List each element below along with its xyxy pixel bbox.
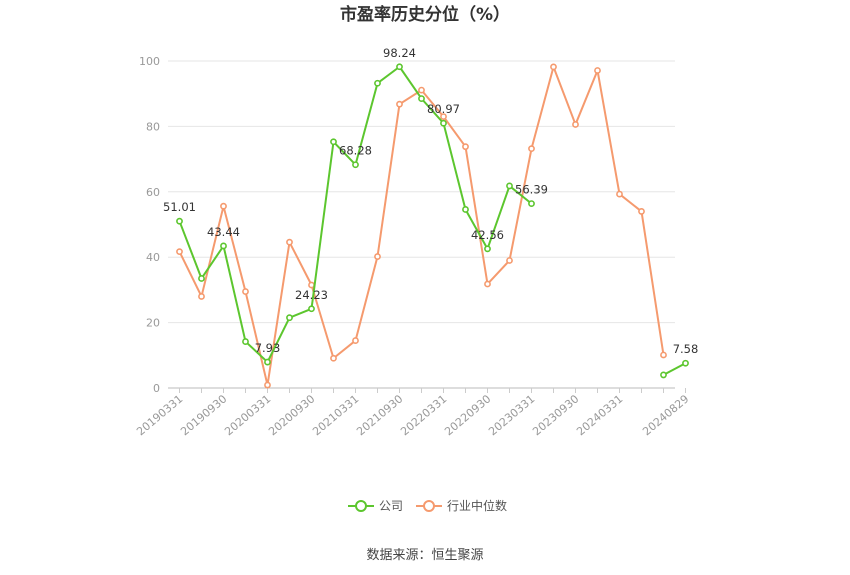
data-point[interactable] xyxy=(286,314,293,322)
data-point[interactable] xyxy=(638,208,645,215)
data-point[interactable] xyxy=(374,79,381,87)
x-axis: 2019033120190930202003312020093020210331… xyxy=(134,387,691,438)
y-tick-label: 40 xyxy=(146,251,160,264)
legend-item-0[interactable]: 公司 xyxy=(348,499,403,513)
source-note: 数据来源：恒生聚源 xyxy=(366,548,483,563)
chart-title: 市盈率历史分位（%） xyxy=(340,4,510,25)
data-point[interactable] xyxy=(264,381,271,389)
y-tick-label: 20 xyxy=(146,317,160,330)
x-tick-label: 20190331 xyxy=(134,392,185,438)
x-tick-label: 20230331 xyxy=(486,392,537,438)
data-point[interactable] xyxy=(264,358,271,366)
series-line xyxy=(178,65,665,387)
data-point[interactable] xyxy=(682,359,689,367)
data-point[interactable] xyxy=(528,145,535,153)
series-line xyxy=(178,65,533,364)
x-tick-label: 20220930 xyxy=(442,392,493,438)
data-point[interactable] xyxy=(176,248,183,256)
y-tick-label: 0 xyxy=(153,382,160,395)
data-label: 98.24 xyxy=(383,46,416,60)
legend-item-1[interactable]: 行业中位数 xyxy=(416,498,507,513)
y-tick-label: 100 xyxy=(139,55,160,68)
data-point[interactable] xyxy=(220,202,227,210)
data-point[interactable] xyxy=(594,67,601,74)
data-point[interactable] xyxy=(396,100,403,108)
x-tick-label: 20240829 xyxy=(640,392,691,438)
y-tick-label: 60 xyxy=(146,186,160,199)
data-point[interactable] xyxy=(220,242,227,250)
data-point[interactable] xyxy=(352,337,359,344)
series-line xyxy=(663,362,686,376)
data-point[interactable] xyxy=(660,371,667,379)
y-axis: 0 20 40 60 80 100 xyxy=(139,55,160,395)
plot-area xyxy=(176,63,689,389)
legend-label: 行业中位数 xyxy=(447,498,507,513)
data-point[interactable] xyxy=(572,121,579,128)
data-point[interactable] xyxy=(462,206,469,213)
series-0 xyxy=(176,63,689,379)
data-point[interactable] xyxy=(286,238,293,246)
data-point[interactable] xyxy=(484,245,491,253)
data-point[interactable] xyxy=(660,351,667,359)
data-point[interactable] xyxy=(352,161,359,169)
data-point[interactable] xyxy=(506,182,513,190)
x-tick-label: 20220331 xyxy=(398,392,449,438)
data-label: 7.93 xyxy=(255,341,281,355)
legend-label: 公司 xyxy=(379,499,403,513)
data-label: 51.01 xyxy=(163,200,196,214)
x-tick-label: 20230930 xyxy=(530,392,581,438)
legend[interactable]: 公司 行业中位数 xyxy=(348,498,507,513)
data-point[interactable] xyxy=(528,200,535,208)
data-label: 42.56 xyxy=(471,228,504,242)
data-point[interactable] xyxy=(550,63,557,71)
data-label: 7.58 xyxy=(673,342,699,356)
data-label: 43.44 xyxy=(207,225,240,239)
x-tick-label: 20210930 xyxy=(354,392,405,438)
x-tick-label: 20200930 xyxy=(266,392,317,438)
legend-marker xyxy=(423,500,435,512)
data-point[interactable] xyxy=(242,288,249,295)
series-1 xyxy=(176,63,667,389)
grid-lines xyxy=(168,60,675,324)
data-point[interactable] xyxy=(418,95,425,103)
data-point[interactable] xyxy=(396,63,403,71)
data-label: 56.39 xyxy=(515,183,548,197)
data-point[interactable] xyxy=(176,217,183,225)
data-point[interactable] xyxy=(330,354,337,362)
data-point[interactable] xyxy=(440,119,447,127)
data-label: 80.97 xyxy=(427,102,460,116)
data-point[interactable] xyxy=(462,143,469,151)
y-tick-label: 80 xyxy=(146,120,160,133)
data-point[interactable] xyxy=(418,86,425,94)
data-label: 68.28 xyxy=(339,144,372,158)
data-labels: 51.01 43.44 7.93 24.23 68.28 98.24 80.97 42.56 5… xyxy=(163,46,698,356)
data-point[interactable] xyxy=(440,113,447,120)
data-point[interactable] xyxy=(374,253,381,260)
x-tick-label: 20190930 xyxy=(178,392,229,438)
x-tick-label: 20200331 xyxy=(222,392,273,438)
legend-marker xyxy=(355,500,367,512)
data-point[interactable] xyxy=(616,190,623,198)
data-label: 24.23 xyxy=(295,288,328,302)
x-tick-label: 20240331 xyxy=(574,392,625,438)
data-point[interactable] xyxy=(484,280,491,288)
data-point[interactable] xyxy=(506,257,513,264)
x-tick-label: 20210331 xyxy=(310,392,361,438)
data-point[interactable] xyxy=(242,338,249,345)
data-point[interactable] xyxy=(198,275,205,282)
data-point[interactable] xyxy=(330,138,337,146)
data-point[interactable] xyxy=(308,305,315,313)
data-point[interactable] xyxy=(198,293,205,300)
